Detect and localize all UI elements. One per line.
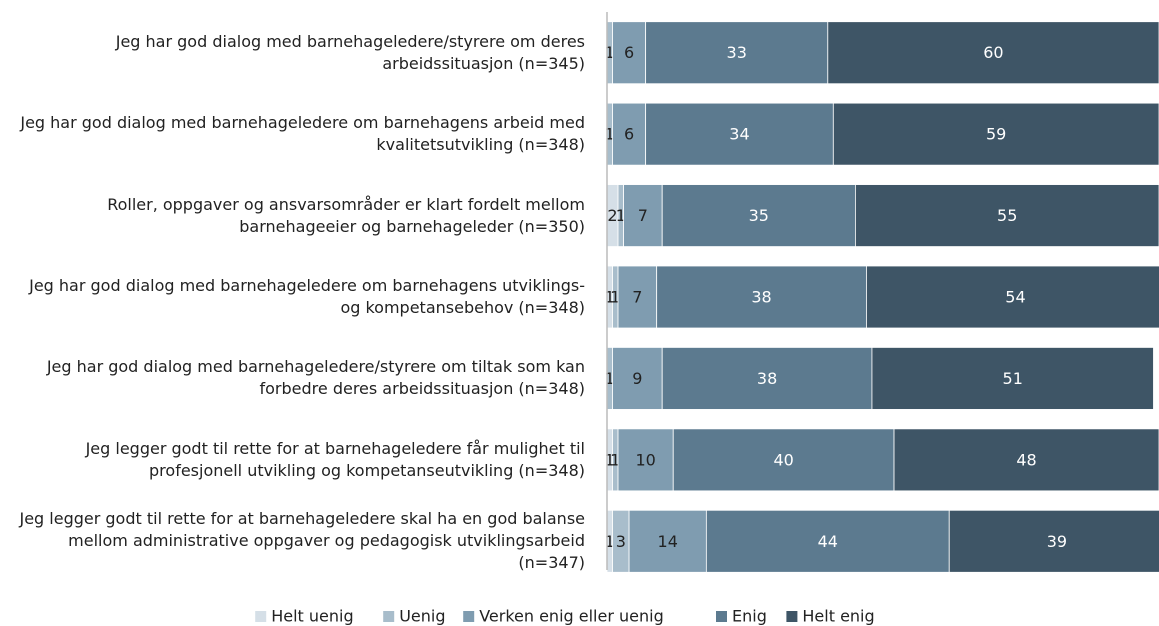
category-label: Jeg legger godt til rette for at barneha… xyxy=(19,509,585,573)
bar-segment xyxy=(612,347,663,410)
data-label: 14 xyxy=(658,532,678,551)
data-label: 1 xyxy=(605,369,615,388)
bar-segment xyxy=(656,265,867,329)
data-label: 1 xyxy=(605,43,615,62)
data-label: 6 xyxy=(624,43,634,62)
data-label: 6 xyxy=(624,125,634,144)
bar-segment xyxy=(623,184,663,247)
data-label: 1 xyxy=(616,206,626,225)
category-label: Jeg har god dialog med barnehageledere o… xyxy=(29,276,585,317)
bar-segment xyxy=(705,509,950,573)
category-label: Jeg har god dialog med barnehageledere/s… xyxy=(46,357,585,399)
legend-label: Uenig xyxy=(399,607,445,626)
bar-segment xyxy=(866,265,1159,329)
data-label: 34 xyxy=(729,125,749,144)
bar-segment xyxy=(661,184,856,247)
category-label: Jeg har god dialog med barnehageledere o… xyxy=(20,113,585,155)
bar-segment xyxy=(612,102,647,166)
category-label: Jeg legger godt til rette for at barneha… xyxy=(85,438,585,480)
legend-swatch xyxy=(463,611,475,622)
data-label: 60 xyxy=(983,43,1003,62)
bar-segment xyxy=(827,21,1159,85)
legend-swatch xyxy=(716,611,727,622)
data-label: 3 xyxy=(616,532,626,551)
bar-segment xyxy=(617,265,658,329)
data-label: 38 xyxy=(757,369,777,388)
data-label: 59 xyxy=(986,125,1006,144)
data-label: 9 xyxy=(632,369,642,388)
legend-label: Enig xyxy=(732,607,767,626)
data-label: 1 xyxy=(605,288,615,307)
data-label: 2 xyxy=(607,206,617,225)
data-label: 54 xyxy=(1005,288,1025,307)
data-label: 7 xyxy=(632,288,642,307)
legend-swatch xyxy=(786,611,798,622)
category-label: Roller, oppgaver og ansvarsområder er kl… xyxy=(107,194,585,236)
bar-segment xyxy=(612,21,647,85)
data-label: 38 xyxy=(751,288,771,307)
legend-label: Verken enig eller uenig xyxy=(479,607,664,626)
data-label: 40 xyxy=(773,450,793,469)
bar-segment xyxy=(871,347,1154,410)
data-label: 48 xyxy=(1016,450,1036,469)
legend-label: Helt enig xyxy=(802,607,874,626)
bar-segment xyxy=(617,428,674,492)
data-label: 1 xyxy=(610,450,620,469)
bar-segment xyxy=(893,428,1159,492)
data-label: 1 xyxy=(610,288,620,307)
data-label: 39 xyxy=(1047,532,1067,551)
legend-label: Helt uenig xyxy=(271,607,353,626)
category-label: Jeg har god dialog med barnehageledere/s… xyxy=(115,31,585,73)
bar-segment xyxy=(832,102,1159,166)
legend-swatch xyxy=(255,611,267,622)
data-label: 44 xyxy=(818,532,838,551)
data-label: 1 xyxy=(605,125,615,144)
data-label: 51 xyxy=(1003,369,1023,388)
data-label: 55 xyxy=(997,206,1017,225)
bar-segment xyxy=(855,184,1159,247)
data-label: 10 xyxy=(635,450,655,469)
data-label: 35 xyxy=(749,206,769,225)
data-label: 1 xyxy=(605,450,615,469)
data-label: 7 xyxy=(638,206,648,225)
bar-segment xyxy=(645,102,834,166)
legend-swatch xyxy=(383,611,395,622)
data-label: 33 xyxy=(727,43,747,62)
bar-segment xyxy=(948,509,1159,573)
data-label: 1 xyxy=(605,532,615,551)
